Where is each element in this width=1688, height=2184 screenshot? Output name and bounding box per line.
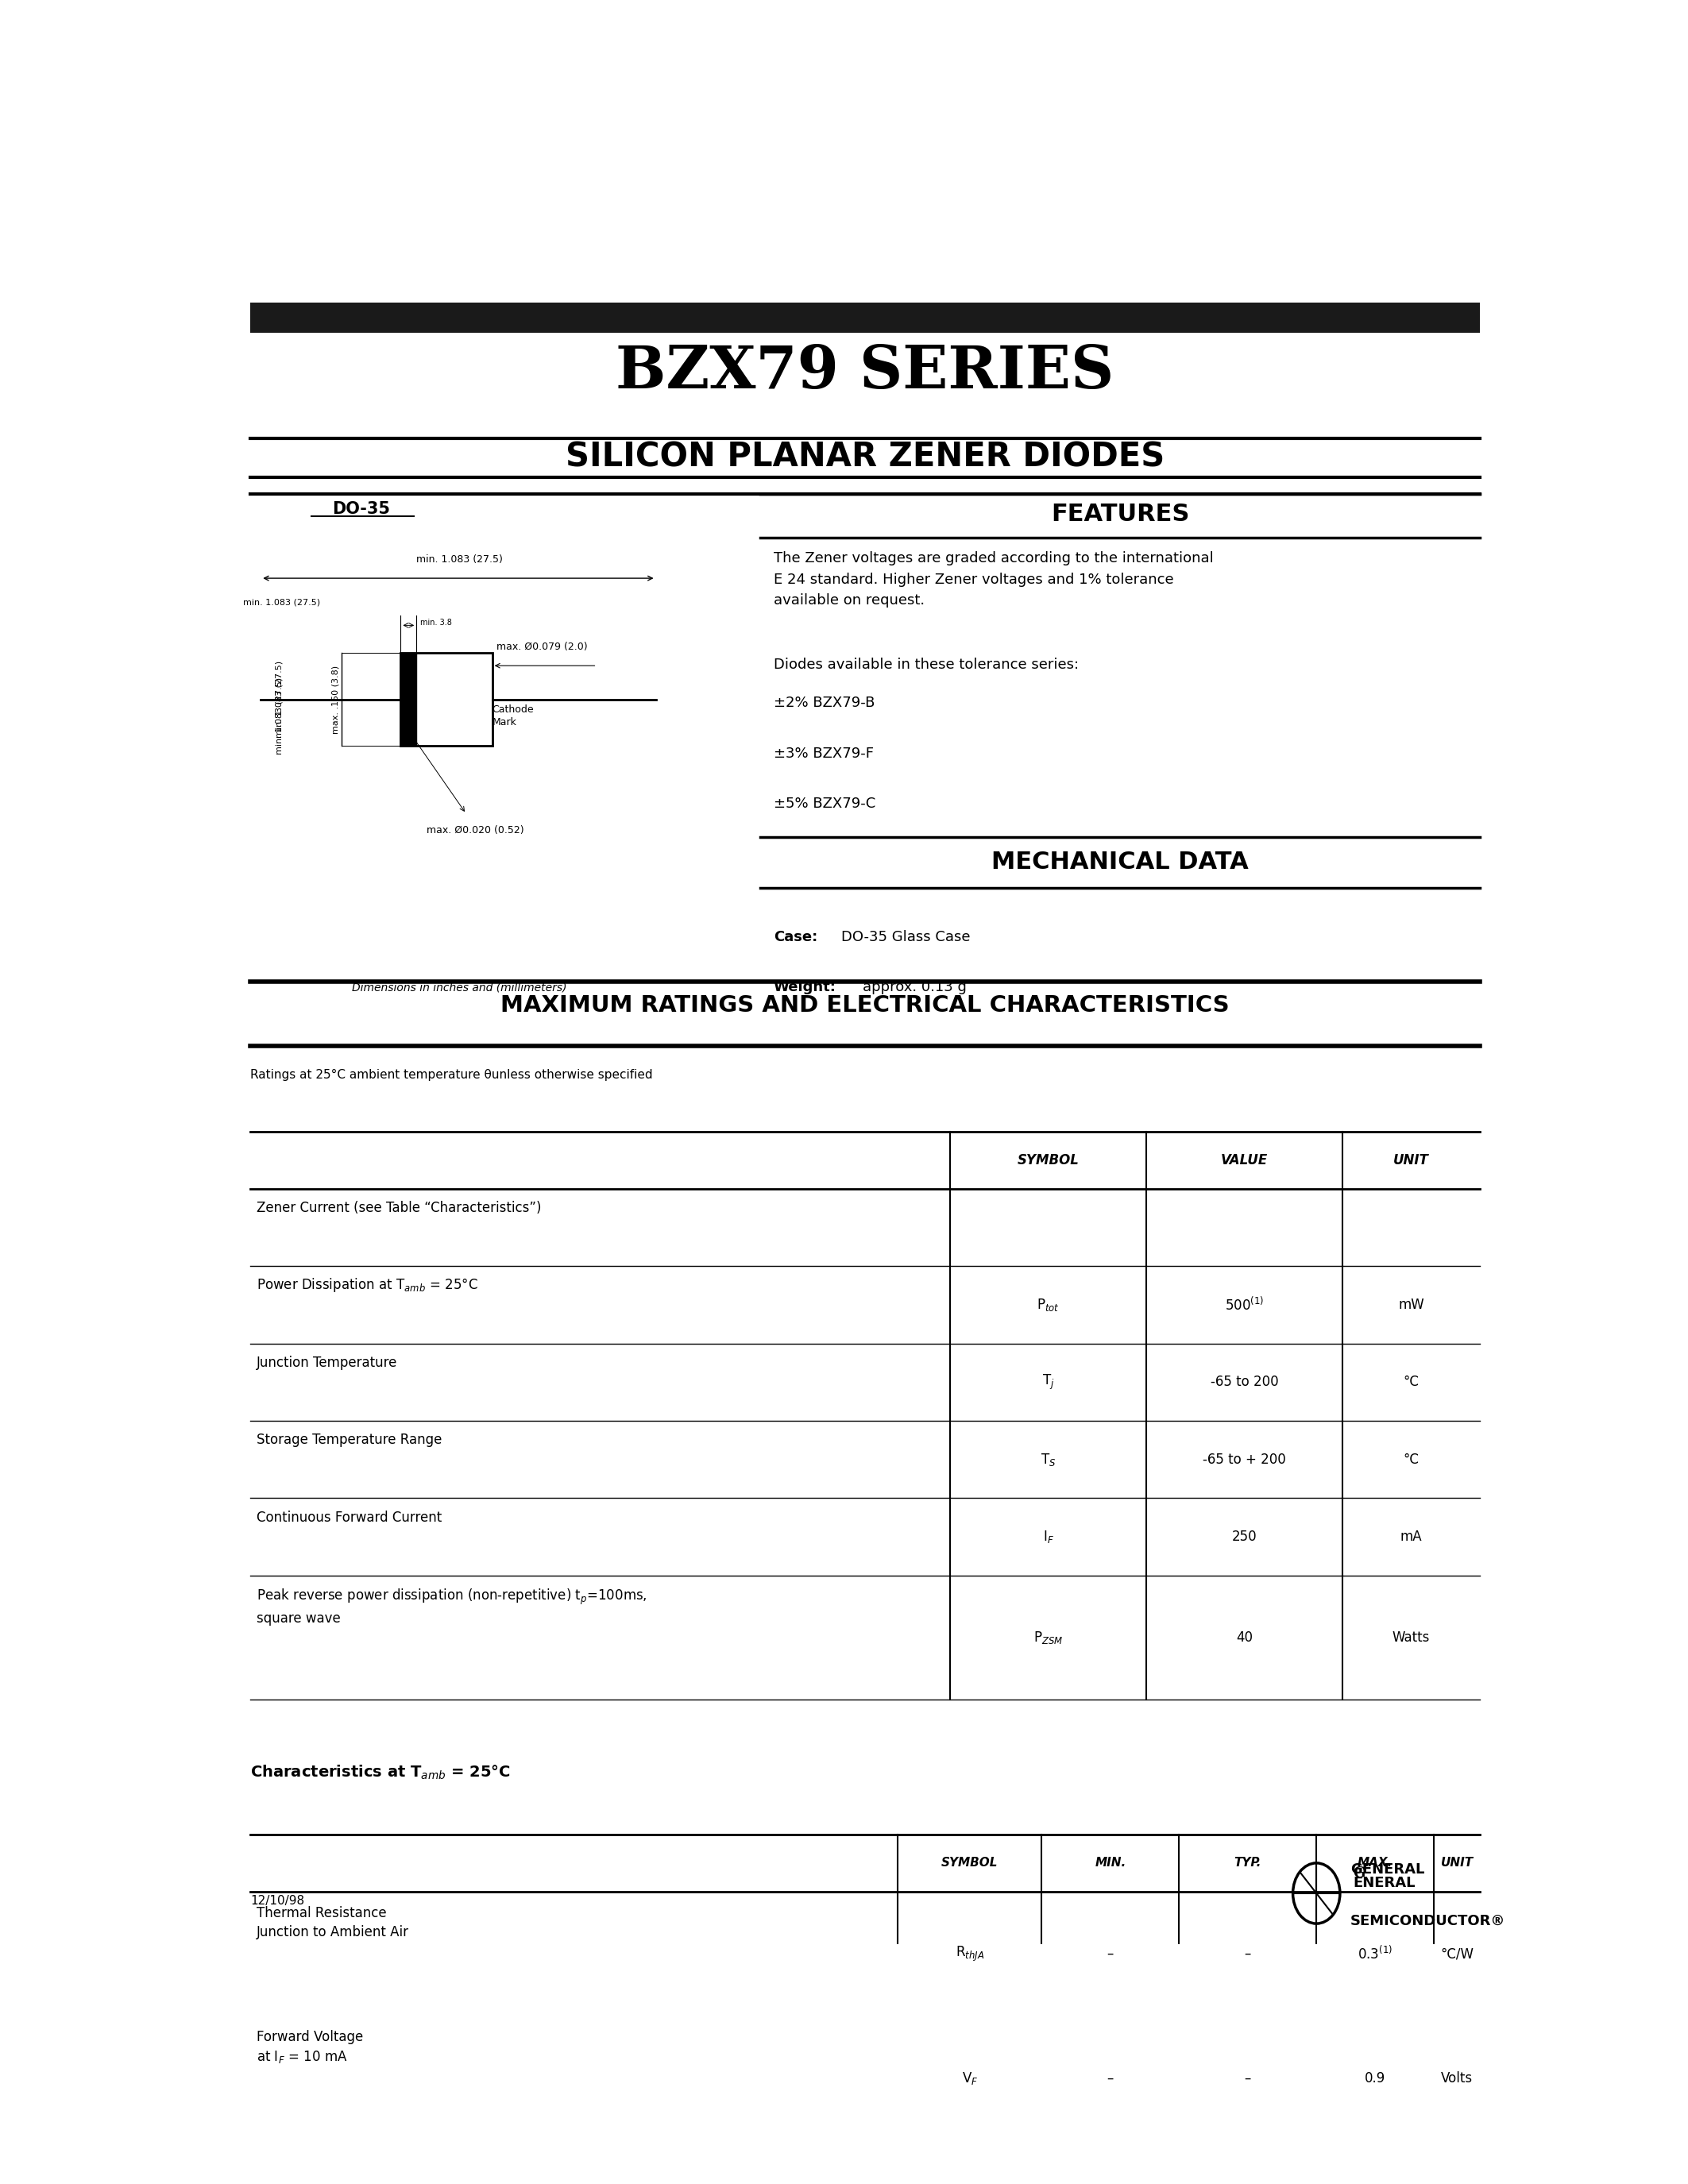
Text: °C: °C: [1403, 1452, 1420, 1468]
Text: SYMBOL: SYMBOL: [942, 1856, 998, 1870]
Text: 250: 250: [1232, 1529, 1258, 1544]
Text: SEMICONDUCTOR®: SEMICONDUCTOR®: [1350, 1913, 1506, 1928]
Text: ENERAL: ENERAL: [1354, 1876, 1416, 1891]
Text: VALUE: VALUE: [1220, 1153, 1268, 1166]
Text: –: –: [1107, 2070, 1114, 2086]
Text: Case:: Case:: [773, 930, 817, 943]
Text: 40: 40: [1236, 1631, 1252, 1645]
Text: Characteristics at T$_{amb}$ = 25°C: Characteristics at T$_{amb}$ = 25°C: [250, 1765, 510, 1782]
Text: TYP.: TYP.: [1234, 1856, 1261, 1870]
Text: 0.3$^{(1)}$: 0.3$^{(1)}$: [1357, 1946, 1393, 1961]
Text: Cathode
Mark: Cathode Mark: [493, 705, 533, 727]
Text: 500$^{(1)}$: 500$^{(1)}$: [1225, 1297, 1264, 1313]
Text: ±3% BZX79-F: ±3% BZX79-F: [773, 747, 874, 760]
Text: The Zener voltages are graded according to the international
E 24 standard. High: The Zener voltages are graded according …: [773, 550, 1214, 607]
Text: °C/W: °C/W: [1440, 1946, 1474, 1961]
Text: -65 to 200: -65 to 200: [1210, 1376, 1278, 1389]
Text: Forward Voltage
at I$_F$ = 10 mA: Forward Voltage at I$_F$ = 10 mA: [257, 2029, 363, 2064]
Text: SILICON PLANAR ZENER DIODES: SILICON PLANAR ZENER DIODES: [565, 441, 1165, 474]
Text: SYMBOL: SYMBOL: [1018, 1153, 1079, 1166]
Text: Peak reverse power dissipation (non-repetitive) t$_p$=100ms,
square wave: Peak reverse power dissipation (non-repe…: [257, 1588, 648, 1625]
Text: Watts: Watts: [1393, 1631, 1430, 1645]
Text: Volts: Volts: [1442, 2070, 1474, 2086]
Text: MIN.: MIN.: [1096, 1856, 1126, 1870]
Text: P$_{tot}$: P$_{tot}$: [1036, 1297, 1060, 1313]
Text: UNIT: UNIT: [1394, 1153, 1430, 1166]
Text: min. 3.8: min. 3.8: [420, 618, 452, 627]
Text: max. Ø0.020 (0.52): max. Ø0.020 (0.52): [427, 826, 525, 836]
Text: Storage Temperature Range: Storage Temperature Range: [257, 1433, 442, 1448]
Text: MECHANICAL DATA: MECHANICAL DATA: [991, 852, 1249, 874]
Text: Power Dissipation at T$_{amb}$ = 25°C: Power Dissipation at T$_{amb}$ = 25°C: [257, 1278, 478, 1295]
Text: Dimensions in inches and (millimeters): Dimensions in inches and (millimeters): [353, 983, 567, 994]
Text: V$_F$: V$_F$: [962, 2070, 977, 2086]
Text: T$_{j}$: T$_{j}$: [1041, 1374, 1055, 1391]
Text: °C: °C: [1403, 1376, 1420, 1389]
Text: BZX79 SERIES: BZX79 SERIES: [616, 343, 1114, 402]
Text: min. 1.083 (27.5): min. 1.083 (27.5): [417, 555, 503, 566]
Text: max. Ø0.079 (2.0): max. Ø0.079 (2.0): [496, 642, 587, 653]
Text: 0.9: 0.9: [1366, 2070, 1386, 2086]
Text: approx. 0.13 g: approx. 0.13 g: [863, 981, 967, 994]
Text: DO-35: DO-35: [333, 500, 390, 518]
Text: UNIT: UNIT: [1442, 1856, 1474, 1870]
Text: I$_{F}$: I$_{F}$: [1043, 1529, 1053, 1544]
Text: DO-35 Glass Case: DO-35 Glass Case: [842, 930, 971, 943]
Text: min. 1.083 (27.5): min. 1.083 (27.5): [243, 598, 321, 607]
Text: Thermal Resistance
Junction to Ambient Air: Thermal Resistance Junction to Ambient A…: [257, 1907, 408, 1939]
Text: Junction Temperature: Junction Temperature: [257, 1356, 398, 1369]
Text: R$_{thJA}$: R$_{thJA}$: [955, 1944, 984, 1963]
Text: ±2% BZX79-B: ±2% BZX79-B: [773, 697, 874, 710]
Text: ±5% BZX79-C: ±5% BZX79-C: [773, 797, 876, 810]
Text: FEATURES: FEATURES: [1052, 502, 1190, 526]
Text: mW: mW: [1398, 1297, 1425, 1313]
Text: T$_{S}$: T$_{S}$: [1040, 1452, 1057, 1468]
Text: –: –: [1107, 1946, 1114, 1961]
Text: Diodes available in these tolerance series:: Diodes available in these tolerance seri…: [773, 657, 1079, 670]
Text: min. 1.083 (27.5): min. 1.083 (27.5): [275, 677, 284, 756]
Text: max. .150 (3.8): max. .150 (3.8): [331, 666, 339, 734]
Text: P$_{ZSM}$: P$_{ZSM}$: [1033, 1629, 1063, 1645]
Text: Continuous Forward Current: Continuous Forward Current: [257, 1511, 442, 1524]
Text: min. 1.083 (27.5): min. 1.083 (27.5): [275, 662, 284, 738]
Text: G: G: [1354, 1865, 1366, 1880]
Bar: [400, 653, 493, 745]
Text: GENERAL: GENERAL: [1350, 1863, 1425, 1876]
Text: MAXIMUM RATINGS AND ELECTRICAL CHARACTERISTICS: MAXIMUM RATINGS AND ELECTRICAL CHARACTER…: [501, 994, 1229, 1016]
Text: 12/10/98: 12/10/98: [250, 1896, 304, 1907]
Text: mA: mA: [1401, 1529, 1423, 1544]
Text: Ratings at 25°C ambient temperature θunless otherwise specified: Ratings at 25°C ambient temperature θunl…: [250, 1070, 653, 1081]
Bar: [250, 301, 1480, 332]
Bar: [400, 653, 417, 745]
Text: Zener Current (see Table “Characteristics”): Zener Current (see Table “Characteristic…: [257, 1201, 542, 1214]
Text: -65 to + 200: -65 to + 200: [1204, 1452, 1286, 1468]
Text: –: –: [1244, 1946, 1251, 1961]
Text: –: –: [1244, 2070, 1251, 2086]
Text: Weight:: Weight:: [773, 981, 836, 994]
Text: MAX.: MAX.: [1357, 1856, 1393, 1870]
